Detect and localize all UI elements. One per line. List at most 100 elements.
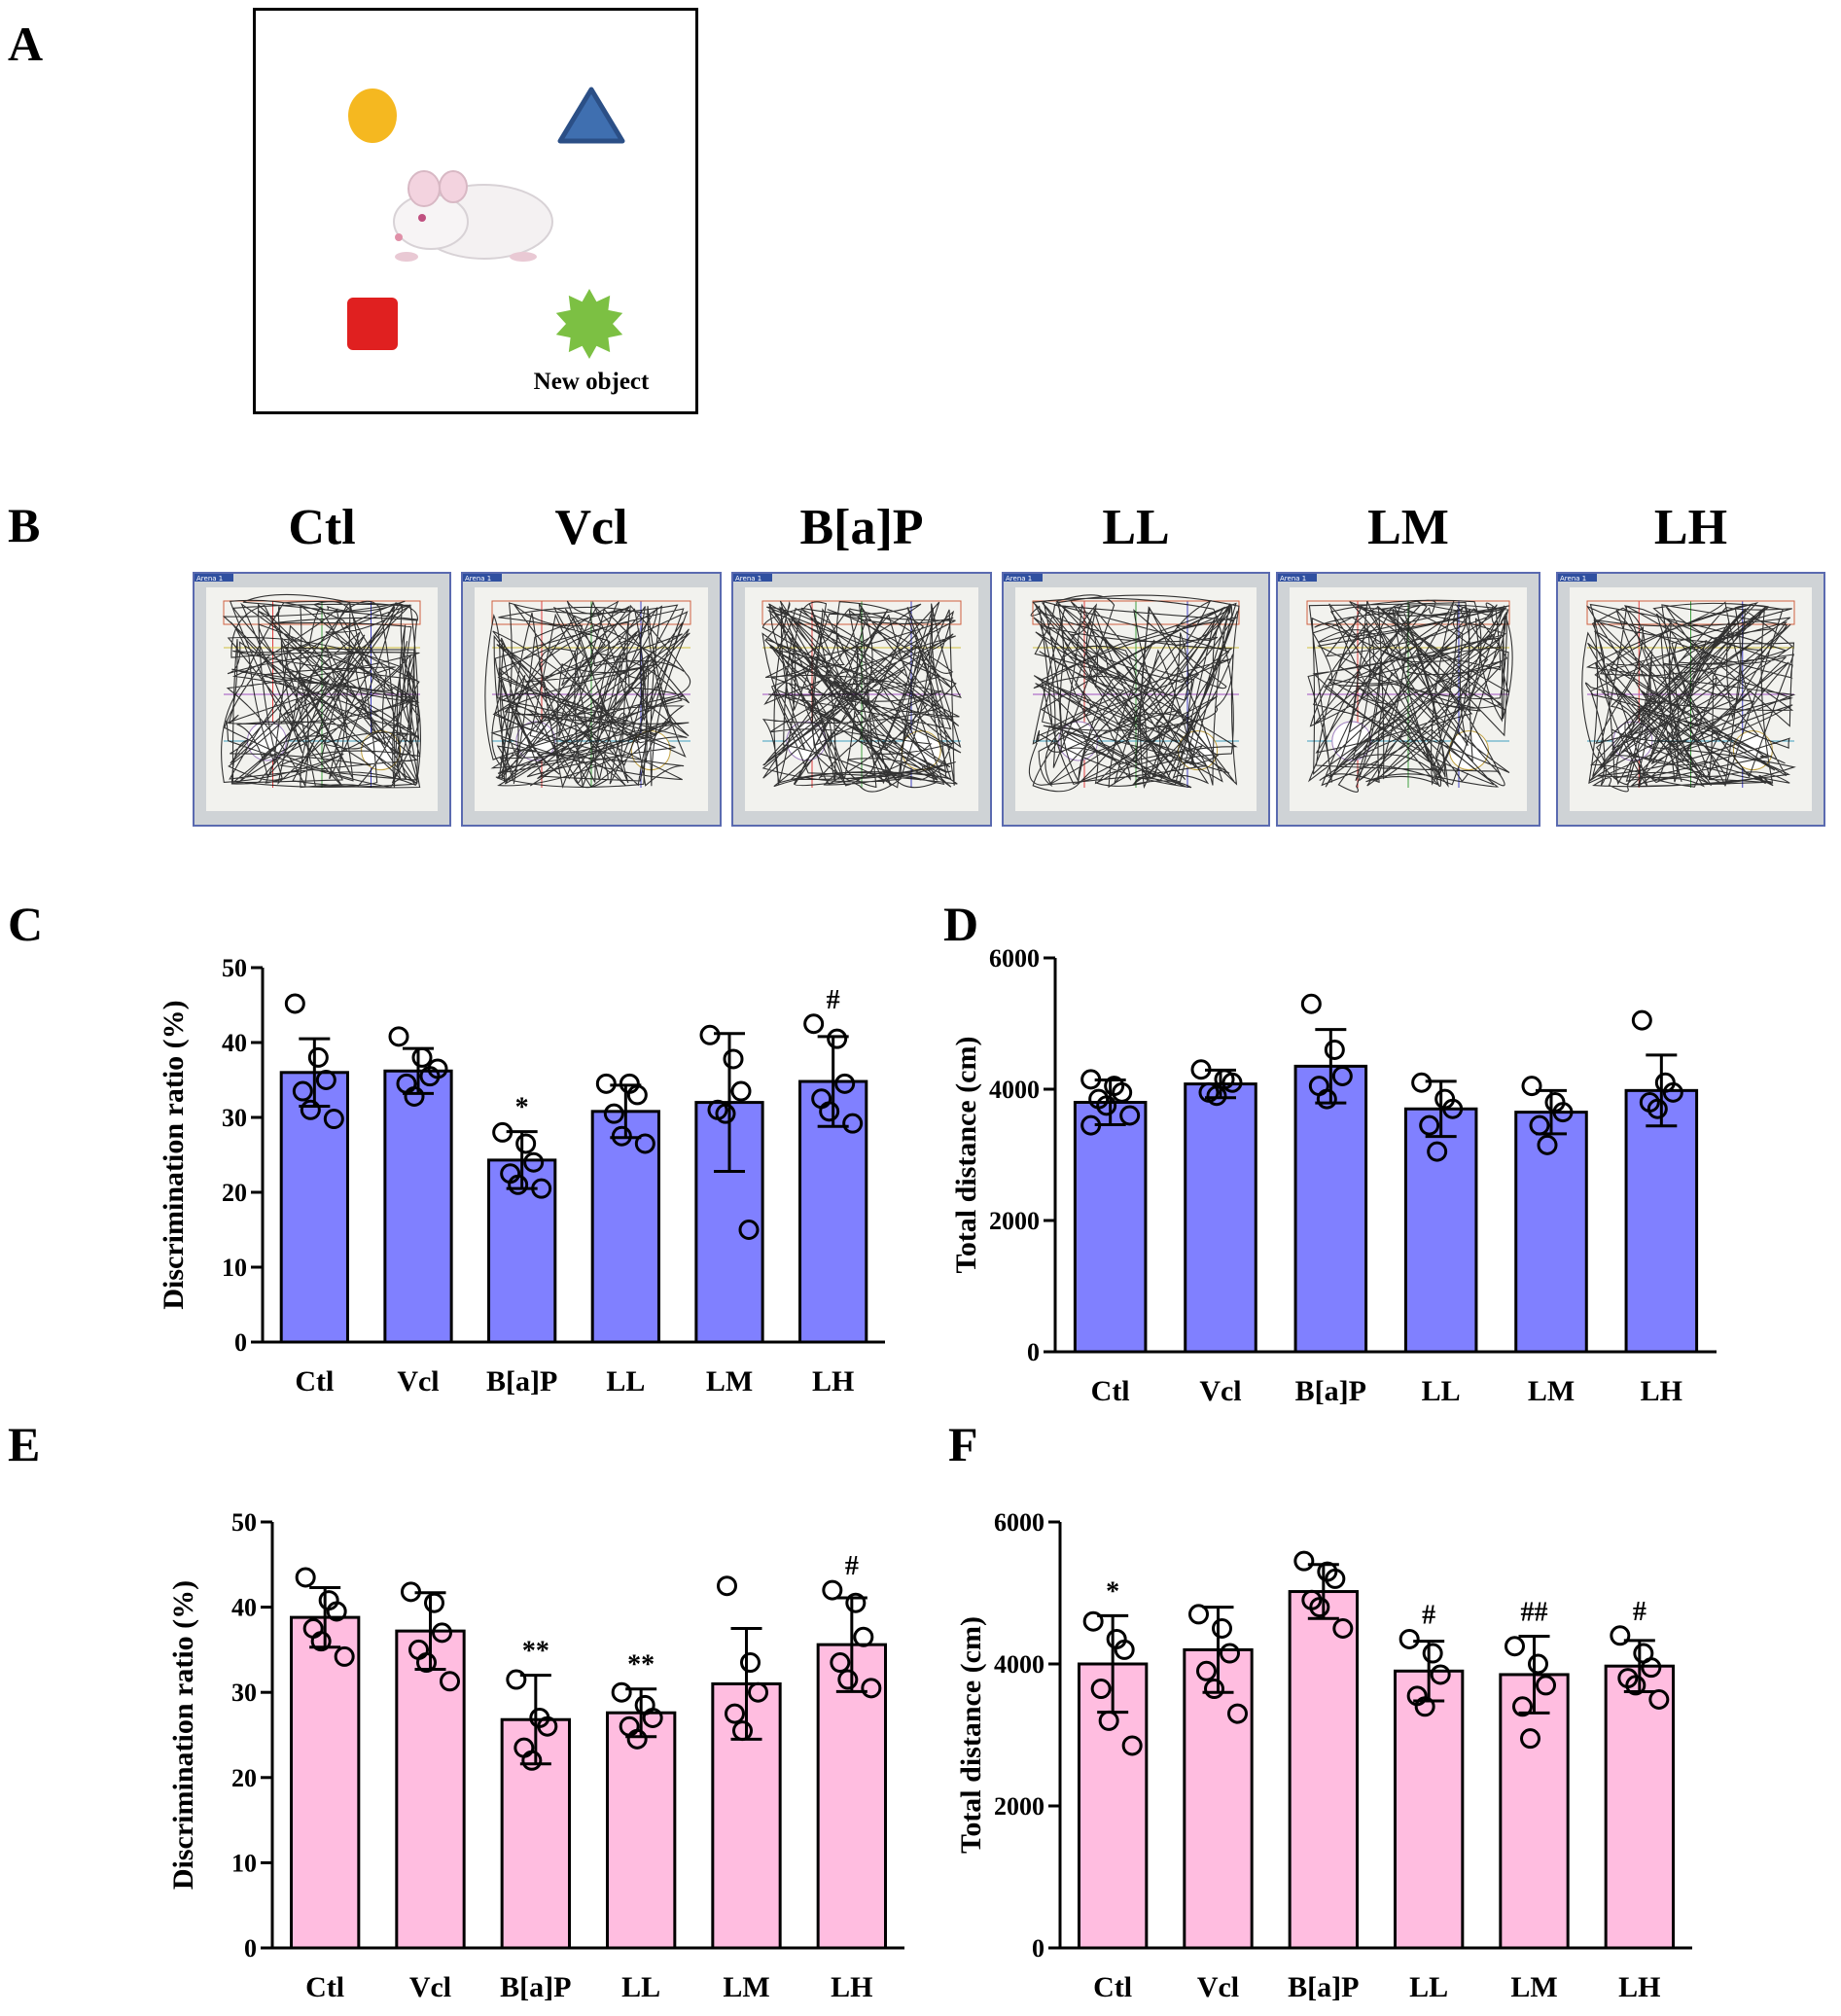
data-point bbox=[845, 1592, 867, 1613]
y-tick-label: 30 bbox=[231, 1679, 257, 1707]
data-point bbox=[725, 1703, 745, 1724]
panel-letter-f: F bbox=[948, 1417, 978, 1471]
bar-f-5 bbox=[1499, 1673, 1570, 1950]
data-point bbox=[1536, 1675, 1556, 1696]
x-tick-label: B[a]P bbox=[500, 1971, 571, 2003]
x-tick-label: LL bbox=[1422, 1375, 1461, 1407]
arena-label: B[a]P bbox=[799, 500, 924, 555]
data-point bbox=[732, 1720, 753, 1742]
data-point bbox=[834, 1073, 856, 1094]
arena-label: Ctl bbox=[288, 500, 356, 555]
bar-f-1 bbox=[1078, 1662, 1149, 1950]
svg-text:Arena 1: Arena 1 bbox=[1280, 575, 1306, 583]
bar-c-4 bbox=[590, 1110, 660, 1344]
data-point bbox=[730, 1080, 752, 1102]
object-arena-schematic: New object bbox=[253, 8, 698, 414]
data-point bbox=[1220, 1643, 1240, 1664]
data-point bbox=[1552, 1102, 1574, 1123]
data-point bbox=[1227, 1703, 1248, 1724]
arena-label: LL bbox=[1102, 500, 1170, 555]
svg-text:Arena 1: Arena 1 bbox=[465, 575, 491, 583]
data-point bbox=[1610, 1625, 1631, 1646]
data-point bbox=[634, 1694, 655, 1715]
x-tick-label: LM bbox=[1510, 1971, 1557, 2003]
data-point bbox=[1662, 1081, 1683, 1103]
data-point bbox=[1096, 1095, 1117, 1116]
data-point bbox=[1090, 1679, 1112, 1700]
star-object-icon bbox=[555, 289, 623, 359]
y-tick-label: 40 bbox=[231, 1594, 257, 1622]
bar-d-1 bbox=[1073, 1101, 1148, 1354]
arena-track-image: Arena 1 bbox=[1002, 572, 1270, 827]
bar-c-2 bbox=[383, 1069, 453, 1344]
y-tick-label: 0 bbox=[1027, 1338, 1040, 1366]
data-point bbox=[1512, 1696, 1533, 1717]
data-point bbox=[1300, 993, 1322, 1014]
data-point bbox=[334, 1645, 355, 1667]
x-tick-label: Vcl bbox=[1199, 1375, 1241, 1407]
bar-f-6 bbox=[1604, 1664, 1676, 1950]
data-point bbox=[611, 1125, 632, 1147]
data-point bbox=[1309, 1597, 1330, 1618]
data-point bbox=[1098, 1710, 1119, 1731]
panel-letter-b: B bbox=[8, 498, 41, 552]
data-point bbox=[492, 1121, 513, 1143]
data-point bbox=[537, 1715, 558, 1737]
x-tick-label: Vcl bbox=[397, 1365, 439, 1397]
arena-label: LH bbox=[1653, 500, 1728, 555]
data-point bbox=[1080, 1114, 1102, 1136]
data-point bbox=[326, 1601, 347, 1622]
data-point bbox=[1204, 1679, 1224, 1700]
x-tick-label: Ctl bbox=[1093, 1971, 1132, 2003]
data-point bbox=[411, 1046, 433, 1068]
y-tick-label: 40 bbox=[222, 1029, 247, 1057]
data-point bbox=[1212, 1618, 1232, 1639]
y-tick-label: 2000 bbox=[989, 1207, 1040, 1235]
arena-1: Ctl Arena 1 bbox=[193, 500, 451, 827]
x-tick-label: Vcl bbox=[409, 1971, 451, 2003]
x-tick-label: B[a]P bbox=[486, 1365, 557, 1397]
x-tick-label: Ctl bbox=[305, 1971, 344, 2003]
significance-marker: # bbox=[845, 1551, 859, 1581]
x-tick-label: LH bbox=[831, 1971, 872, 2003]
chart-e-discrimination-ratio: 0 10 20 30 40 50 Discrimination ratio (%) Ctl Vc… bbox=[167, 1498, 914, 2016]
data-point bbox=[416, 1652, 437, 1674]
data-point bbox=[404, 1085, 425, 1107]
svg-text:Arena 1: Arena 1 bbox=[196, 575, 223, 583]
data-point bbox=[1537, 1134, 1558, 1155]
data-point bbox=[315, 1070, 336, 1090]
bar-d-6 bbox=[1624, 1088, 1699, 1354]
chart-c-discrimination-ratio: 0 10 20 30 40 50 Discrimination ratio (%) Ctl Vc… bbox=[158, 943, 895, 1410]
data-point bbox=[424, 1592, 444, 1613]
data-point bbox=[1646, 1098, 1668, 1119]
y-tick-label: 10 bbox=[231, 1849, 257, 1877]
bar-d-3 bbox=[1293, 1064, 1368, 1354]
arena-label: LM bbox=[1367, 500, 1449, 555]
x-tick-label: Vcl bbox=[1197, 1971, 1239, 2003]
circle-object-icon bbox=[348, 88, 397, 143]
y-tick-label: 0 bbox=[244, 1934, 257, 1963]
arena-2: Vcl Arena 1 bbox=[461, 500, 722, 827]
data-point bbox=[323, 1109, 344, 1130]
data-point bbox=[1398, 1628, 1420, 1649]
y-axis-title: Discrimination ratio (%) bbox=[158, 1000, 190, 1309]
square-object-icon bbox=[347, 298, 398, 350]
significance-marker: # bbox=[827, 985, 840, 1015]
arena-track-image: Arena 1 bbox=[731, 572, 992, 827]
data-point bbox=[1121, 1735, 1143, 1756]
data-point bbox=[1641, 1657, 1662, 1679]
significance-marker: ## bbox=[1521, 1598, 1548, 1628]
arena-4: LL Arena 1 bbox=[1002, 500, 1270, 827]
bar-f-2 bbox=[1183, 1647, 1254, 1950]
data-point bbox=[1631, 1009, 1652, 1031]
data-point bbox=[842, 1113, 864, 1134]
y-tick-label: 4000 bbox=[989, 1076, 1040, 1104]
x-tick-label: LH bbox=[812, 1365, 854, 1397]
data-point bbox=[740, 1652, 761, 1674]
bar-c-1 bbox=[279, 1071, 349, 1344]
data-point bbox=[1520, 1728, 1540, 1750]
data-point bbox=[1196, 1660, 1217, 1681]
y-tick-label: 0 bbox=[1032, 1934, 1044, 1963]
arena-track-image: Arena 1 bbox=[461, 572, 722, 827]
y-tick-label: 2000 bbox=[994, 1792, 1044, 1821]
